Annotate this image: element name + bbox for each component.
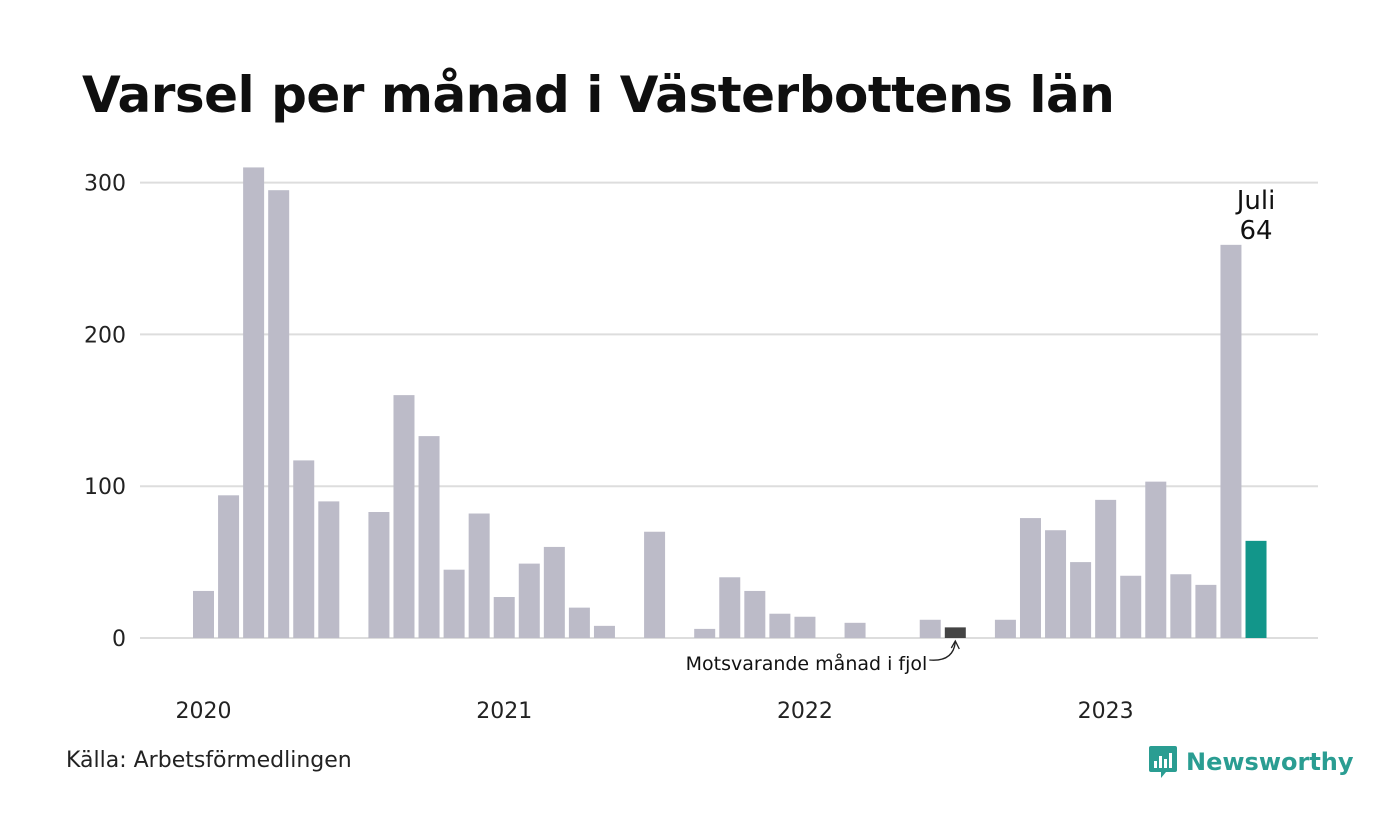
bar [593, 625, 615, 638]
y-tick-label: 0 [112, 627, 126, 652]
comparison-annotation: Motsvarande månad i fjol [686, 652, 928, 675]
brand-name: Newsworthy [1186, 748, 1354, 776]
bar [443, 569, 465, 638]
bar [1019, 518, 1041, 638]
bar [193, 590, 214, 638]
bar [1245, 540, 1267, 638]
y-tick-label: 100 [84, 475, 126, 500]
bar [218, 495, 240, 638]
annotation-arrowhead [950, 639, 960, 650]
bar [794, 616, 816, 638]
bar [393, 395, 415, 638]
brand-logo[interactable]: Newsworthy [1148, 742, 1354, 782]
chart-title: Varsel per månad i Västerbottens län [82, 66, 1115, 124]
y-tick-label: 200 [84, 323, 126, 348]
newsworthy-logo-icon [1149, 746, 1177, 778]
highlight-value-label: 64 [1239, 216, 1272, 246]
bar [368, 512, 390, 638]
x-year-label: 2021 [476, 699, 532, 724]
bar [1095, 499, 1117, 638]
bar [644, 531, 666, 638]
bar [1145, 481, 1167, 638]
x-year-label: 2022 [777, 699, 833, 724]
bar [243, 167, 265, 639]
bar [268, 190, 290, 638]
bar [944, 627, 966, 638]
bar [1070, 562, 1092, 638]
bar [1045, 530, 1067, 638]
highlight-month-label: Juli [1235, 186, 1276, 216]
bar [543, 546, 565, 638]
bar [318, 501, 340, 638]
bar [293, 460, 315, 638]
y-tick-label: 300 [84, 172, 126, 197]
bar [994, 619, 1016, 638]
bar [1220, 244, 1242, 638]
bar [518, 563, 540, 638]
source-text: Källa: Arbetsförmedlingen [66, 748, 352, 773]
bar [1195, 584, 1217, 638]
bar [493, 597, 515, 638]
bar [1120, 575, 1142, 638]
x-year-label: 2023 [1078, 699, 1134, 724]
bar [769, 613, 791, 638]
bar [1170, 574, 1192, 638]
bar [568, 607, 590, 638]
x-year-label: 2020 [176, 699, 232, 724]
bar [919, 619, 941, 638]
bar [744, 590, 766, 638]
annotation-arrow [929, 641, 956, 661]
bar [719, 577, 741, 638]
bar [694, 628, 716, 638]
bar [468, 513, 490, 638]
bar [418, 436, 440, 638]
bar [844, 622, 866, 638]
